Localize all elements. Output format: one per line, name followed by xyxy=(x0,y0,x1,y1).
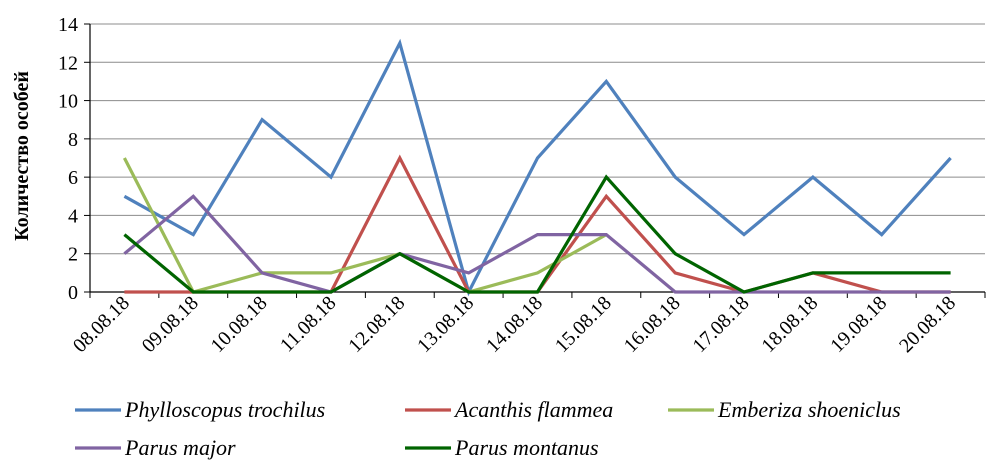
legend-item-parus-montanus: Parus montanus xyxy=(405,435,599,460)
legend: Phylloscopus trochilus Acanthis flammea Em… xyxy=(75,397,901,460)
y-tick-label: 8 xyxy=(68,129,78,151)
series-emberiza-shoeniclus xyxy=(122,157,608,294)
legend-label: Phylloscopus trochilus xyxy=(124,397,325,422)
legend-label: Emberiza shoeniclus xyxy=(717,397,901,422)
x-tick-label: 20.08.18 xyxy=(895,292,960,357)
x-tick-label: 11.08.18 xyxy=(276,292,341,357)
y-tick-label: 0 xyxy=(68,282,78,304)
x-tick-label: 13.08.18 xyxy=(413,292,478,357)
gridlines xyxy=(90,23,985,255)
legend-label: Parus montanus xyxy=(454,435,599,460)
x-tick-label: 15.08.18 xyxy=(551,292,616,357)
legend-item-parus-major: Parus major xyxy=(75,435,236,460)
y-tick-label: 6 xyxy=(68,167,78,189)
legend-item-phylloscopus-trochilus: Phylloscopus trochilus xyxy=(75,397,325,422)
y-axis-label: Количество особей xyxy=(11,71,33,241)
x-tick-label: 12.08.18 xyxy=(344,292,409,357)
x-tick-label: 18.08.18 xyxy=(757,292,822,357)
x-tick-label: 08.08.18 xyxy=(69,292,134,357)
legend-label: Parus major xyxy=(124,435,236,460)
x-tick-label: 16.08.18 xyxy=(620,292,685,357)
y-tick-label: 12 xyxy=(58,52,78,74)
legend-item-emberiza-shoeniclus: Emberiza shoeniclus xyxy=(668,397,901,422)
x-tick-label: 10.08.18 xyxy=(207,292,272,357)
series-parus-montanus xyxy=(123,174,951,294)
y-tick-label: 10 xyxy=(58,91,78,113)
x-tick-label: 14.08.18 xyxy=(482,292,547,357)
y-tick-label: 2 xyxy=(68,244,78,266)
legend-item-acanthis-flammea: Acanthis flammea xyxy=(405,397,613,422)
series-phylloscopus-trochilus xyxy=(123,38,952,297)
series-line-emberiza-shoeniclus xyxy=(122,157,608,294)
x-tick-label: 19.08.18 xyxy=(826,292,891,357)
y-tick-label: 4 xyxy=(68,205,78,227)
y-tick-label: 14 xyxy=(58,14,78,36)
series-parus-major xyxy=(123,194,951,294)
series-line-parus-montanus xyxy=(123,174,951,294)
series-line-phylloscopus-trochilus xyxy=(123,38,952,297)
legend-label: Acanthis flammea xyxy=(453,397,613,422)
x-tick-label: 17.08.18 xyxy=(689,292,754,357)
series-line-parus-major xyxy=(123,194,951,294)
x-tick-label: 09.08.18 xyxy=(138,292,203,357)
series-lines xyxy=(122,38,952,297)
